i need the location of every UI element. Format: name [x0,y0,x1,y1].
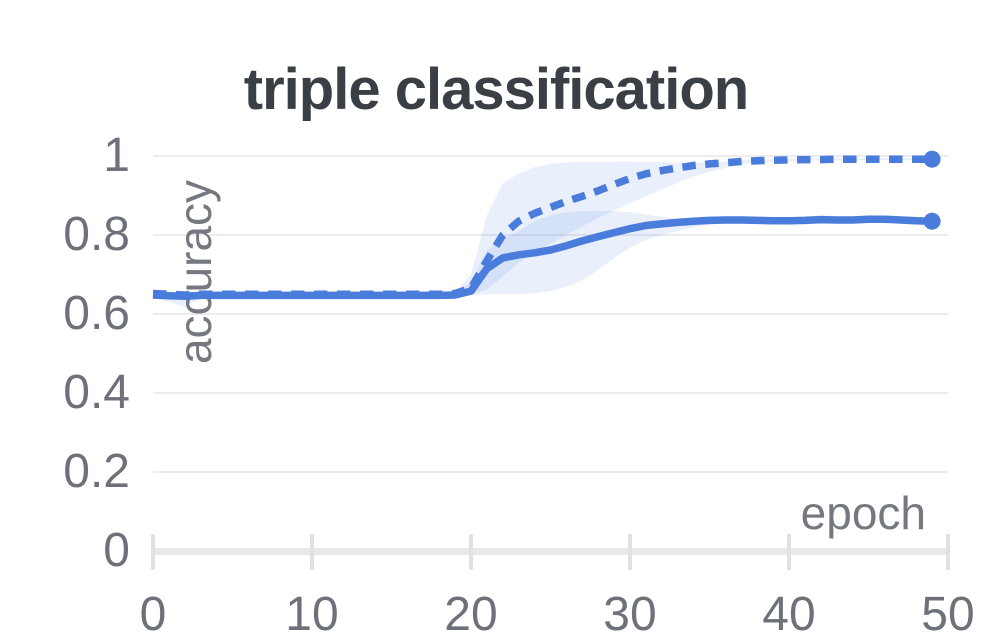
solid-accuracy-line [152,215,933,300]
y-tick-label-0.4: 0.4 [63,366,130,419]
x-tick-label-20: 20 [444,588,498,641]
solid-accuracy-end-dot [923,212,941,230]
x-tick-label-0: 0 [139,588,167,641]
x-tick-label-40: 40 [762,588,816,641]
x-tick-mark-40 [787,534,791,570]
x-tick-mark-0 [151,534,155,570]
x-axis-line [153,548,948,555]
x-tick-mark-20 [469,534,473,570]
gridline-0.6 [153,313,948,315]
x-tick-mark-50 [946,534,950,570]
y-tick-label-0: 0 [103,524,130,577]
x-axis-title: epoch [800,487,926,539]
chart-title: triple classification [243,57,749,122]
y-tick-label-0.6: 0.6 [63,287,130,340]
dashed-accuracy-band [153,158,933,307]
gridline-0.8 [153,234,948,236]
x-tick-mark-10 [310,534,314,570]
x-tick-label-10: 10 [285,588,339,641]
y-tick-label-0.8: 0.8 [63,208,130,261]
dashed-accuracy-line [152,155,933,299]
gridline-0.4 [153,392,948,394]
x-tick-label-50: 50 [921,588,975,641]
dashed-accuracy-end-dot [923,150,941,168]
gridline-0.2 [153,471,948,473]
x-tick-mark-30 [628,534,632,570]
x-tick-label-30: 30 [603,588,657,641]
gridline-1.0 [153,155,948,157]
y-tick-label-0.2: 0.2 [63,445,130,498]
y-tick-label-1: 1 [103,129,130,182]
